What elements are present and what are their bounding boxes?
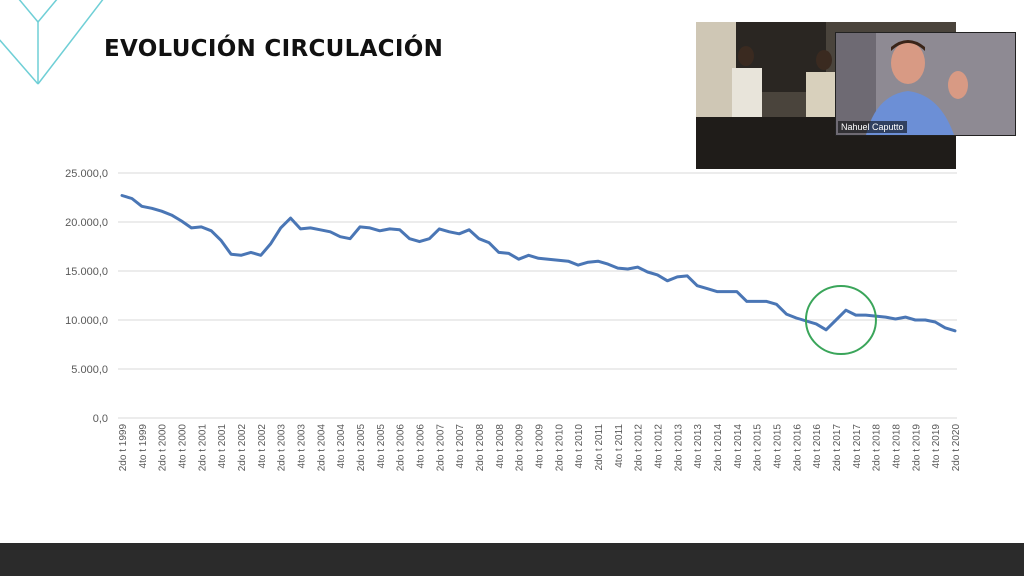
y-tick-label: 20.000,0 [65, 217, 108, 229]
x-tick-label: 2do t 2017 [832, 424, 843, 472]
x-tick-label: 2do t 2003 [277, 424, 288, 472]
x-tick-label: 4to t 2015 [773, 424, 784, 469]
line-chart: 0,0 5.000,0 10.000,0 15.000,0 20.000,0 25.000… [65, 168, 962, 472]
y-tick-label: 0,0 [93, 413, 108, 425]
x-tick-label: 4to t 2011 [614, 424, 625, 468]
x-tick-label: 2do t 2002 [237, 424, 248, 472]
highlight-circle [804, 285, 877, 355]
x-tick-label: 4to t 2007 [455, 424, 466, 469]
y-tick-label: 5.000,0 [71, 364, 108, 376]
y-tick-label: 10.000,0 [65, 315, 108, 327]
x-tick-label: 4to t 2000 [178, 424, 189, 469]
x-tick-label: 2do t 2001 [197, 424, 208, 472]
x-tick-label: 4to t 2016 [812, 424, 823, 469]
x-tick-label: 2do t 1999 [118, 424, 129, 472]
corner-decoration [0, 0, 104, 85]
x-tick-label: 4to t 2014 [733, 424, 744, 469]
x-tick-label: 2do t 2016 [792, 424, 803, 472]
x-tick-label: 4to t 2017 [852, 424, 863, 469]
x-tick-label: 4to t 2005 [376, 424, 387, 469]
x-tick-label: 2do t 2018 [872, 424, 883, 472]
x-tick-label: 4to t 2002 [257, 424, 268, 469]
x-tick-label: 4to t 1999 [138, 424, 149, 469]
x-tick-label: 2do t 2000 [158, 424, 169, 472]
x-tick-label: 4to t 2013 [693, 424, 704, 469]
x-tick-label: 2do t 2012 [634, 424, 645, 472]
x-tick-label: 2do t 2011 [594, 424, 605, 471]
x-tick-label: 2do t 2006 [396, 424, 407, 472]
x-tick-label: 4to t 2010 [574, 424, 585, 469]
x-tick-label: 4to t 2018 [892, 424, 903, 469]
slide-title: EVOLUCIÓN CIRCULACIÓN [104, 36, 444, 62]
x-tick-label: 2do t 2008 [475, 424, 486, 472]
x-tick-label: 4to t 2012 [654, 424, 665, 469]
x-tick-label: 4to t 2008 [495, 424, 506, 469]
x-tick-label: 2do t 2009 [515, 424, 526, 472]
y-tick-label: 25.000,0 [65, 168, 108, 180]
x-tick-label: 2do t 2014 [713, 424, 724, 472]
x-tick-label: 4to t 2001 [217, 424, 228, 469]
x-tick-label: 4to t 2006 [416, 424, 427, 469]
x-tick-label: 4to t 2019 [931, 424, 942, 469]
x-tick-label: 2do t 2004 [316, 424, 327, 472]
x-tick-label: 2do t 2010 [554, 424, 565, 472]
x-tick-label: 2do t 2019 [911, 424, 922, 472]
speaker-image [836, 33, 1015, 135]
speaker-name-label: Nahuel Caputto [838, 121, 907, 133]
x-tick-label: 2do t 2015 [753, 424, 764, 472]
x-tick-label: 4to t 2003 [297, 424, 308, 469]
speaker-video-tile: Nahuel Caputto [835, 32, 1016, 136]
x-tick-label: 2do t 2007 [435, 424, 446, 472]
x-tick-label: 4to t 2004 [336, 424, 347, 469]
x-tick-label: 2do t 2005 [356, 424, 367, 472]
x-tick-label: 4to t 2009 [535, 424, 546, 469]
x-tick-label: 2do t 2013 [673, 424, 684, 472]
bottom-bar [0, 543, 1024, 576]
series-line [120, 194, 957, 333]
y-tick-label: 15.000,0 [65, 266, 108, 278]
x-tick-label: 2do t 2020 [951, 424, 962, 472]
